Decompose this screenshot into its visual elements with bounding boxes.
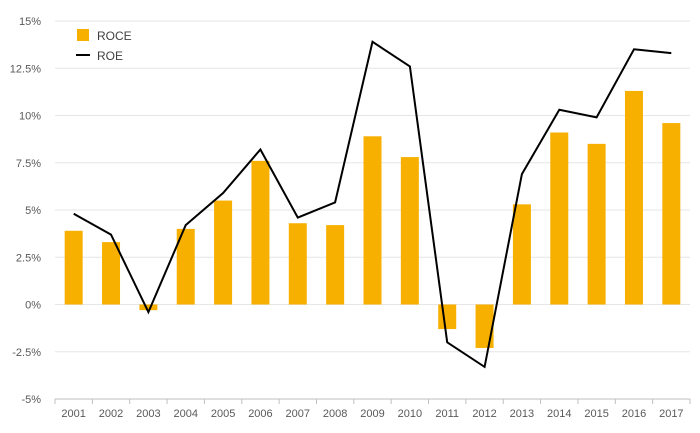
x-tick-label: 2003 bbox=[136, 408, 160, 420]
x-tick-label: 2015 bbox=[584, 408, 608, 420]
x-tick-label: 2004 bbox=[173, 408, 197, 420]
y-tick-label: 7.5% bbox=[16, 158, 41, 170]
bar-roce-2015 bbox=[587, 143, 606, 305]
bar-roce-2006 bbox=[251, 160, 270, 305]
bar-roce-2013 bbox=[512, 204, 531, 305]
y-tick-label: 12.5% bbox=[10, 63, 41, 75]
y-tick-label: 10% bbox=[19, 111, 41, 123]
x-tick-label: 2009 bbox=[360, 408, 384, 420]
x-tick-label: 2011 bbox=[435, 408, 459, 420]
y-tick-label: -5% bbox=[21, 394, 41, 406]
bar-roce-2007 bbox=[288, 223, 307, 305]
bar-roce-2008 bbox=[326, 225, 345, 305]
bar-roce-2012 bbox=[475, 304, 494, 348]
y-tick-label: 0% bbox=[25, 300, 41, 312]
x-tick-label: 2001 bbox=[61, 408, 85, 420]
legend-roce-label: ROCE bbox=[97, 29, 132, 43]
legend: ROCE ROE bbox=[76, 29, 132, 63]
bar-roce-2016 bbox=[624, 90, 643, 305]
bar-roce-2010 bbox=[400, 157, 419, 305]
y-tick-label: 5% bbox=[25, 205, 41, 217]
bar-roce-2002 bbox=[102, 242, 121, 305]
y-tick-label: -2.5% bbox=[12, 347, 41, 359]
x-tick-label: 2012 bbox=[472, 408, 496, 420]
y-tick-label: 2.5% bbox=[16, 252, 41, 264]
roce-bars bbox=[64, 90, 681, 348]
bar-roce-2009 bbox=[363, 136, 382, 305]
bar-roce-2011 bbox=[438, 304, 457, 330]
x-tick-label: 2007 bbox=[286, 408, 310, 420]
bar-roce-2014 bbox=[550, 132, 569, 305]
roe-line bbox=[73, 40, 672, 369]
bar-roce-2001 bbox=[64, 230, 83, 305]
bar-roce-2004 bbox=[176, 228, 195, 305]
y-axis-labels: -5% -2.5% 0% 2.5% 5% 7.5% 10% 12.5% 15% bbox=[10, 16, 41, 406]
roe-line-layer bbox=[73, 40, 672, 369]
x-tick-label: 2016 bbox=[622, 408, 646, 420]
x-tick-label: 2017 bbox=[659, 408, 683, 420]
x-tick-label: 2002 bbox=[99, 408, 123, 420]
bar-roce-2017 bbox=[662, 123, 681, 305]
x-tick-label: 2006 bbox=[248, 408, 272, 420]
x-axis bbox=[54, 398, 691, 404]
x-tick-label: 2013 bbox=[510, 408, 534, 420]
bar-roce-2003 bbox=[139, 304, 158, 311]
x-tick-label: 2010 bbox=[398, 408, 422, 420]
x-tick-label: 2005 bbox=[211, 408, 235, 420]
x-tick-label: 2014 bbox=[547, 408, 571, 420]
legend-roce-swatch bbox=[77, 29, 89, 41]
bar-roce-2005 bbox=[214, 200, 233, 305]
x-axis-labels: 2001 2002 2003 2004 2005 2006 2007 2008 2009 2010… bbox=[61, 408, 683, 420]
legend-roe-label: ROE bbox=[97, 49, 123, 63]
x-tick-label: 2008 bbox=[323, 408, 347, 420]
y-tick-label: 15% bbox=[19, 16, 41, 28]
